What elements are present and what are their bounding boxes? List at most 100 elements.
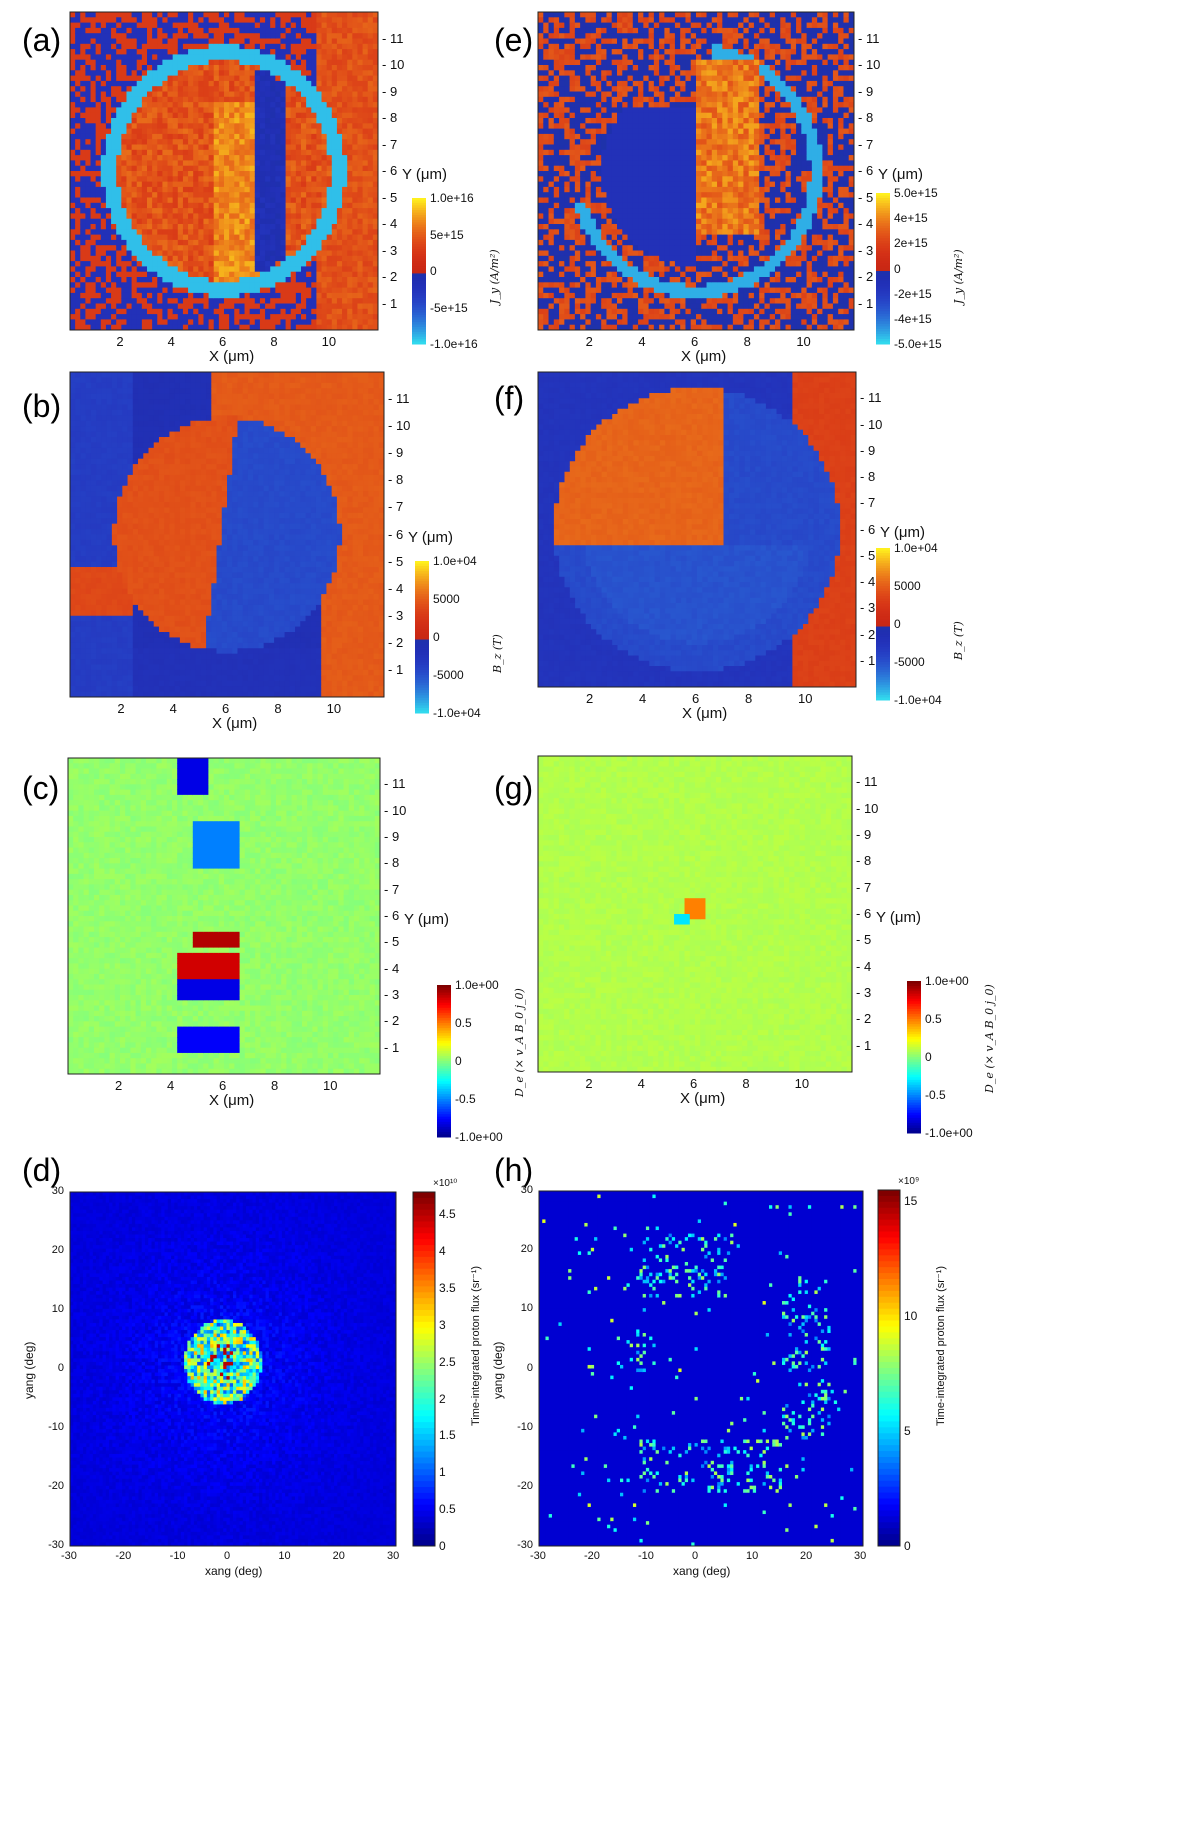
colorbar-c — [437, 985, 451, 1138]
y-tick-label: - 2 — [856, 1011, 871, 1026]
plot-canvas-c — [67, 757, 381, 1075]
colorbar-exponent: ×10⁹ — [898, 1176, 919, 1187]
colorbar-tick-label: 0 — [430, 264, 437, 278]
x-tick-label: -10 — [170, 1550, 186, 1562]
x-tick-label: 6 — [222, 701, 229, 716]
plot-canvas-b — [69, 371, 385, 698]
y-tick-label: 0 — [513, 1362, 533, 1374]
colorbar-tick-label: -0.5 — [455, 1092, 476, 1106]
x-tick-label: 2 — [116, 334, 123, 349]
x-tick-label: 10 — [796, 334, 810, 349]
colorbar-tick-label: -1.0e+04 — [433, 706, 481, 720]
y-tick-label: - 8 — [388, 472, 403, 487]
y-tick-label: - 5 — [858, 190, 873, 205]
colorbar-exponent: ×10¹⁰ — [433, 1178, 457, 1189]
y-tick-label: - 5 — [860, 548, 875, 563]
y-tick-label: 20 — [44, 1244, 64, 1256]
colorbar-gradient — [412, 1191, 436, 1547]
colorbar-tick-label: 3.5 — [439, 1281, 456, 1295]
x-axis-label: X (μm) — [209, 348, 254, 365]
colorbar-tick-label: -1.0e+16 — [430, 337, 478, 351]
plot-a — [69, 11, 379, 331]
y-axis-label: Y (μm) — [876, 909, 921, 926]
colorbar-tick-label: -2e+15 — [894, 287, 932, 301]
x-tick-label: -20 — [115, 1550, 131, 1562]
colorbar-title: J_y (A/m²) — [952, 249, 965, 304]
y-tick-label: 30 — [44, 1185, 64, 1197]
x-tick-label: 6 — [691, 334, 698, 349]
plot-d — [69, 1191, 397, 1547]
y-tick-label: - 4 — [382, 216, 397, 231]
y-tick-label: - 4 — [856, 959, 871, 974]
y-tick-label: - 1 — [384, 1040, 399, 1055]
x-tick-label: 0 — [692, 1550, 698, 1562]
colorbar-title: Time-integrated proton flux (sr⁻¹) — [934, 1266, 947, 1426]
plot-canvas-h — [538, 1190, 864, 1547]
y-tick-label: -10 — [513, 1421, 533, 1433]
colorbar-tick-label: -4e+15 — [894, 312, 932, 326]
y-axis-label: Y (μm) — [408, 529, 453, 546]
colorbar-gradient — [876, 193, 890, 345]
colorbar-tick-label: -5000 — [433, 668, 464, 682]
plot-frame — [69, 1191, 397, 1547]
y-tick-label: - 9 — [856, 827, 871, 842]
x-tick-label: 4 — [167, 1078, 174, 1093]
panel-letter-a: (a) — [22, 22, 61, 59]
colorbar-tick-label: 4.5 — [439, 1207, 456, 1221]
y-tick-label: - 10 — [382, 57, 404, 72]
colorbar-gradient — [876, 548, 890, 701]
y-tick-label: - 8 — [382, 110, 397, 125]
plot-e — [537, 11, 855, 331]
y-axis-label: Y (μm) — [878, 166, 923, 183]
x-tick-label: 0 — [224, 1550, 230, 1562]
y-tick-label: - 11 — [382, 31, 403, 46]
x-tick-label: 6 — [219, 334, 226, 349]
colorbar-f — [876, 548, 890, 701]
y-tick-label: - 7 — [384, 882, 399, 897]
x-tick-label: 8 — [744, 334, 751, 349]
colorbar-tick-label: 1.0e+04 — [894, 541, 938, 555]
colorbar-h — [877, 1189, 901, 1547]
panel-letter-c: (c) — [22, 770, 59, 807]
colorbar-tick-label: 0 — [904, 1539, 911, 1553]
colorbar-b — [415, 561, 429, 714]
heatmap-cells — [539, 1191, 864, 1547]
plot-frame — [537, 11, 855, 331]
plot-canvas-d — [69, 1191, 397, 1547]
y-tick-label: - 11 — [860, 390, 881, 405]
y-tick-label: - 5 — [382, 190, 397, 205]
x-axis-label: xang (deg) — [205, 1564, 262, 1578]
plot-canvas-f — [537, 371, 857, 688]
y-tick-label: 0 — [44, 1362, 64, 1374]
y-tick-label: - 2 — [388, 635, 403, 650]
colorbar-tick-label: 5000 — [894, 579, 921, 593]
colorbar-tick-label: 1.0e+16 — [430, 191, 474, 205]
colorbar-gradient — [877, 1189, 901, 1547]
y-tick-label: - 1 — [858, 296, 873, 311]
y-tick-label: -10 — [44, 1421, 64, 1433]
colorbar-tick-label: 5e+15 — [430, 228, 464, 242]
y-tick-label: 10 — [44, 1303, 64, 1315]
x-tick-label: 6 — [219, 1078, 226, 1093]
heatmap-cells — [70, 372, 385, 698]
y-tick-label: 10 — [513, 1302, 533, 1314]
y-tick-label: - 8 — [384, 855, 399, 870]
colorbar-tick-label: 1.0e+00 — [925, 974, 969, 988]
x-tick-label: 4 — [638, 334, 645, 349]
x-tick-label: 10 — [795, 1076, 809, 1091]
y-tick-label: - 5 — [384, 934, 399, 949]
plot-canvas-a — [69, 11, 379, 331]
y-tick-label: - 4 — [858, 216, 873, 231]
colorbar-tick-label: -5e+15 — [430, 301, 468, 315]
colorbar-tick-label: 0 — [894, 617, 901, 631]
x-axis-label: X (μm) — [209, 1092, 254, 1109]
colorbar-tick-label: 5 — [904, 1424, 911, 1438]
colorbar-title: Time-integrated proton flux (sr⁻¹) — [469, 1266, 482, 1426]
colorbar-gradient — [412, 198, 426, 345]
y-tick-label: - 6 — [388, 527, 403, 542]
y-tick-label: - 6 — [860, 522, 875, 537]
y-tick-label: - 7 — [382, 137, 397, 152]
heatmap-cells — [70, 12, 379, 331]
colorbar-tick-label: -1.0e+00 — [925, 1126, 973, 1140]
colorbar-tick-label: 10 — [904, 1309, 917, 1323]
